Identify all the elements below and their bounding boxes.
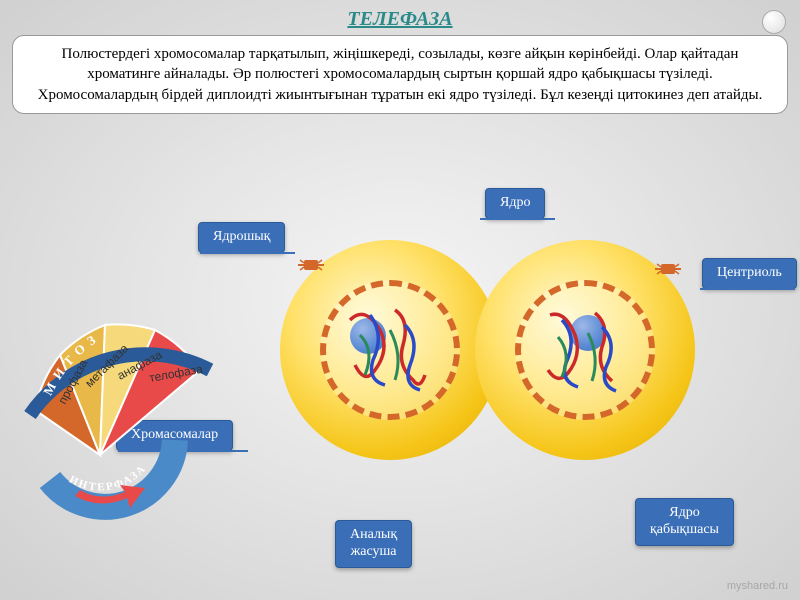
- label-centriole-line: [700, 288, 795, 290]
- label-mother-cell-l1: Аналық: [350, 527, 397, 542]
- mitosis-fan-diagram: МИТОЗ профаза метафаза анафаза телофаза …: [5, 280, 255, 530]
- cell-diagram: [280, 210, 700, 490]
- label-nuclear-envelope: Ядро қабықшасы: [635, 498, 734, 546]
- watermark: myshared.ru: [727, 580, 788, 592]
- page-title: ТЕЛЕФАЗА: [0, 0, 800, 31]
- label-mother-cell: Аналық жасуша: [335, 520, 412, 568]
- chromatin-left: [325, 285, 455, 415]
- description-content: Полюстердегі хромосомалар тарқатылып, жі…: [38, 46, 763, 103]
- label-nucleolus-text: Ядрошық: [213, 229, 270, 244]
- label-nucleus-text: Ядро: [500, 195, 530, 210]
- label-envelope-l1: Ядро: [669, 505, 699, 520]
- label-mother-cell-l2: жасуша: [351, 544, 397, 559]
- daughter-cell-left: [280, 240, 500, 460]
- centriole-right: [655, 262, 681, 276]
- description-text: Полюстердегі хромосомалар тарқатылып, жі…: [12, 35, 788, 114]
- daughter-cell-right: [475, 240, 695, 460]
- label-envelope-l2: қабықшасы: [650, 522, 719, 537]
- chromatin-right: [520, 285, 650, 415]
- label-centriole: Центриоль: [702, 258, 797, 289]
- corner-badge: [762, 10, 786, 34]
- centriole-left: [298, 258, 324, 272]
- label-nucleolus: Ядрошық: [198, 222, 285, 253]
- label-centriole-text: Центриоль: [717, 265, 782, 280]
